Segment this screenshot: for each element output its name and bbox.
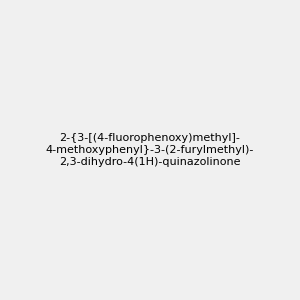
Text: 2-{3-[(4-fluorophenoxy)methyl]-
4-methoxyphenyl}-3-(2-furylmethyl)-
2,3-dihydro-: 2-{3-[(4-fluorophenoxy)methyl]- 4-methox… — [46, 134, 254, 166]
